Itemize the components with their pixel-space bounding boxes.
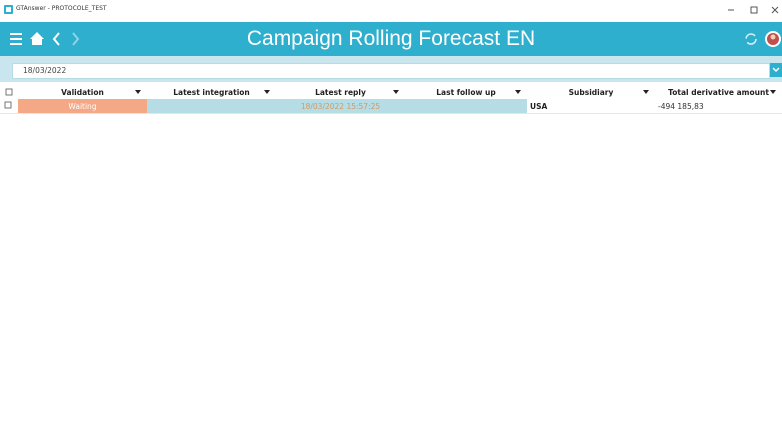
column-header[interactable]: Latest integration: [147, 86, 276, 99]
label: Validation: [61, 88, 104, 97]
date-field[interactable]: 18/03/2022: [12, 63, 770, 79]
row-checkbox[interactable]: [0, 99, 18, 114]
follow-up-cell: [405, 99, 527, 114]
column-header[interactable]: Validation: [18, 86, 147, 99]
validation-cell: Waiting: [18, 99, 147, 114]
column-header[interactable]: Latest reply: [276, 86, 405, 99]
label: Latest reply: [315, 88, 366, 97]
integration-cell: [147, 99, 276, 114]
amount-cell: -494 185,83: [655, 99, 782, 114]
label: Subsidiary: [569, 88, 614, 97]
column-header[interactable]: Last follow up: [405, 86, 527, 99]
window-controls[interactable]: [722, 4, 782, 16]
header-row: Validation Latest integration Latest rep…: [0, 86, 782, 99]
label: Last follow up: [436, 88, 495, 97]
label: Latest integration: [173, 88, 250, 97]
column-header[interactable]: Total derivative amount: [655, 86, 782, 99]
app-icon: [4, 5, 13, 14]
data-row[interactable]: Waiting 18/03/2022 15:57:25 USA -494 185…: [0, 99, 782, 114]
header-bar: Campaign Rolling Forecast EN: [0, 22, 782, 56]
label: Total derivative amount: [668, 88, 769, 97]
column-header[interactable]: Subsidiary: [527, 86, 655, 99]
app-title: GTAnswer - PROTOCOLE_TEST: [16, 5, 107, 12]
data-table: Validation Latest integration Latest rep…: [0, 86, 782, 114]
subsidiary-cell: USA: [527, 99, 655, 114]
title-bar: GTAnswer - PROTOCOLE_TEST: [0, 0, 782, 20]
app-window: {"window": {"title": "GTAnswer - PROTOCO…: [0, 0, 782, 421]
page-title: Campaign Rolling Forecast EN: [0, 22, 782, 56]
header-actions[interactable]: [742, 29, 782, 49]
reply-cell: 18/03/2022 15:57:25: [276, 99, 405, 114]
select-all[interactable]: [0, 86, 18, 99]
date-dropdown[interactable]: [770, 63, 782, 77]
date-value: 18/03/2022: [23, 66, 66, 75]
